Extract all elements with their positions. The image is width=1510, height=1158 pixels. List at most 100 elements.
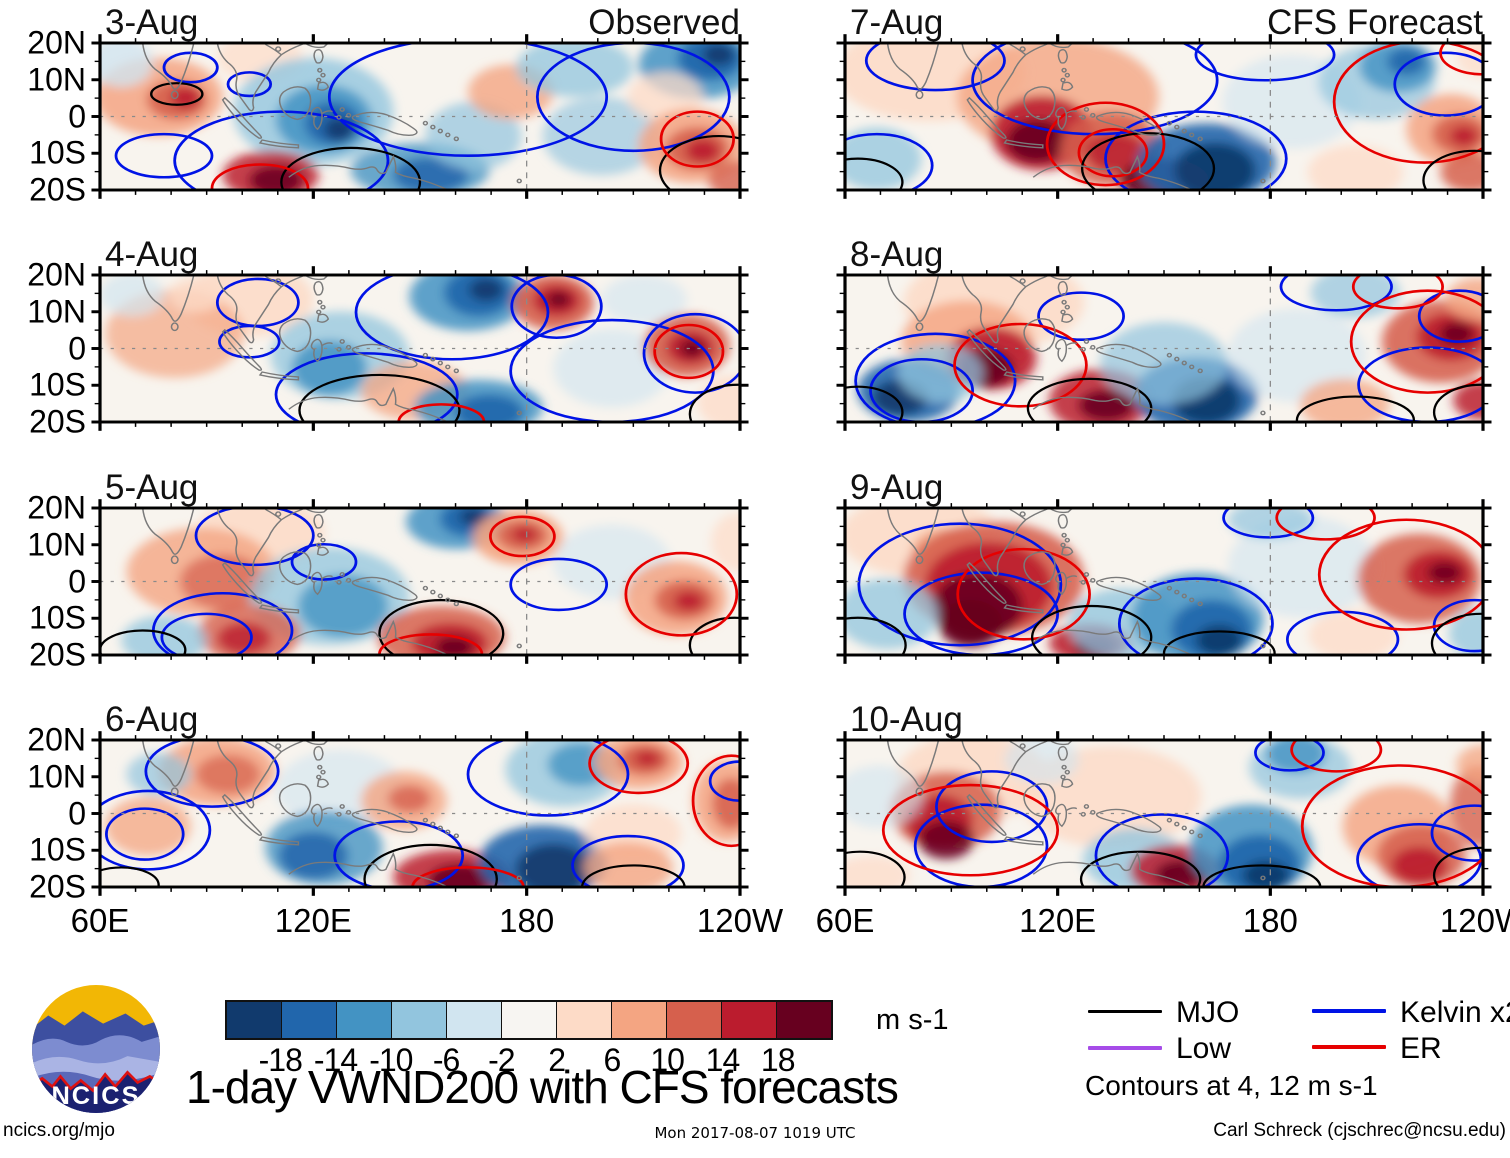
kelvin-contour — [857, 522, 1063, 647]
colorbar — [225, 1000, 833, 1040]
wave-contours — [845, 275, 1483, 422]
er-contour — [1077, 127, 1149, 178]
mjo-contour — [280, 146, 422, 190]
colorbar-tick-label: 18 — [760, 1042, 796, 1078]
er-contour — [653, 323, 725, 380]
map-border — [843, 273, 1485, 424]
x-axis-tick-label: 120E — [1019, 902, 1097, 939]
coastlines — [141, 508, 522, 655]
er-contour — [1332, 43, 1483, 164]
er-contour — [1349, 289, 1483, 394]
logo-red-ridge — [32, 1070, 160, 1093]
coastlines — [141, 275, 522, 422]
kelvin-contour — [105, 807, 185, 861]
y-axis-tick-label: 10N — [27, 293, 86, 330]
kelvin-contour — [1417, 289, 1483, 343]
mjo-contour — [150, 82, 204, 106]
kelvin-contour — [509, 557, 609, 612]
kelvin-contour — [913, 803, 1049, 887]
y-axis-tick-label: 20S — [29, 403, 86, 440]
map-border — [98, 41, 742, 192]
coastlines — [886, 740, 1266, 887]
kelvin-contour — [173, 110, 390, 190]
mjo-contour — [1295, 395, 1416, 422]
y-axis-tick-label: 0 — [68, 98, 86, 134]
mjo-contour — [845, 157, 904, 190]
panel-date-label: 6-Aug — [105, 700, 199, 739]
mjo-contour — [1202, 864, 1322, 887]
anomaly-shading — [105, 740, 740, 887]
er-contour — [588, 740, 690, 795]
y-axis-tick-label: 20N — [27, 24, 86, 61]
er-contour — [1275, 508, 1376, 541]
x-axis-tick-label: 120E — [274, 902, 352, 939]
y-axis-tick-label: 10S — [29, 134, 86, 171]
mjo-contour — [688, 616, 740, 655]
y-axis-tick-label: 20S — [29, 868, 86, 905]
mjo-contour — [363, 843, 498, 887]
er-contour — [691, 754, 740, 848]
x-axis-tick-label: 60E — [815, 902, 875, 939]
er-contour — [1290, 740, 1383, 773]
mjo-contour — [688, 383, 740, 422]
x-axis-tick-label: 60E — [70, 902, 130, 939]
kelvin-contour — [333, 820, 465, 887]
map-border — [98, 273, 742, 424]
coastlines — [141, 740, 522, 887]
wave-contours — [215, 275, 740, 422]
mjo-contour — [580, 864, 686, 887]
colorbar-tick-label: -6 — [432, 1042, 460, 1078]
legend-label-mjo: MJO — [1176, 996, 1240, 1029]
colorbar-segment — [282, 1002, 337, 1038]
y-axis-tick-label: 10N — [27, 526, 86, 563]
wave-contours — [100, 508, 740, 655]
colorbar-tick-label: -18 — [258, 1042, 303, 1078]
mjo-contour — [100, 866, 160, 887]
kelvin-contour — [1037, 291, 1125, 341]
mjo-contour — [845, 616, 907, 655]
colorbar-segment — [722, 1002, 777, 1038]
kelvin-contour — [571, 834, 685, 887]
panel-date-label: 4-Aug — [105, 235, 199, 274]
legend-line-low — [1088, 1046, 1162, 1050]
panel-date-label: 10-Aug — [850, 700, 963, 739]
wave-contours — [100, 740, 740, 887]
y-axis-tick-label: 20S — [29, 636, 86, 673]
wave-contours — [114, 43, 740, 190]
mjo-contour — [845, 385, 904, 422]
colorbar-segment — [447, 1002, 502, 1038]
colorbar-tick-label: 2 — [548, 1042, 566, 1078]
coastlines — [886, 275, 1266, 422]
mjo-contour — [1080, 132, 1216, 190]
map-panel — [836, 499, 1492, 664]
colorbar-segment — [227, 1002, 282, 1038]
wave-contours — [845, 740, 1483, 887]
y-axis-tick-label: 10S — [29, 366, 86, 403]
panel-date-label: 9-Aug — [850, 468, 944, 507]
er-contour — [1045, 101, 1166, 187]
y-axis-tick-label: 10N — [27, 61, 86, 98]
er-contour — [489, 515, 556, 558]
kelvin-contour — [845, 132, 934, 190]
er-contour — [210, 163, 310, 190]
er-contour — [411, 866, 525, 887]
colorbar-segment — [557, 1002, 612, 1038]
legend-line-kelvin — [1312, 1009, 1386, 1013]
mjo-contour — [1422, 149, 1483, 190]
x-axis-tick-label: 120W — [1439, 902, 1510, 939]
y-axis-tick-label: 0 — [68, 330, 86, 366]
coastlines — [886, 508, 1266, 655]
map-panel — [91, 731, 749, 896]
contour-levels-note: Contours at 4, 12 m s-1 — [1085, 1070, 1378, 1101]
kelvin-contour — [869, 358, 974, 422]
map-border — [98, 738, 742, 889]
wave-contours — [845, 43, 1483, 190]
mjo-contour — [298, 373, 461, 422]
colorbar-tick-label: 10 — [650, 1042, 685, 1078]
mjo-contour — [100, 629, 187, 655]
map-panel — [836, 266, 1492, 431]
er-contour — [1439, 43, 1483, 76]
kelvin-contour — [1094, 813, 1230, 887]
kelvin-contour — [535, 43, 731, 153]
footer-timestamp: Mon 2017-08-07 1019 UTC — [654, 1124, 856, 1142]
